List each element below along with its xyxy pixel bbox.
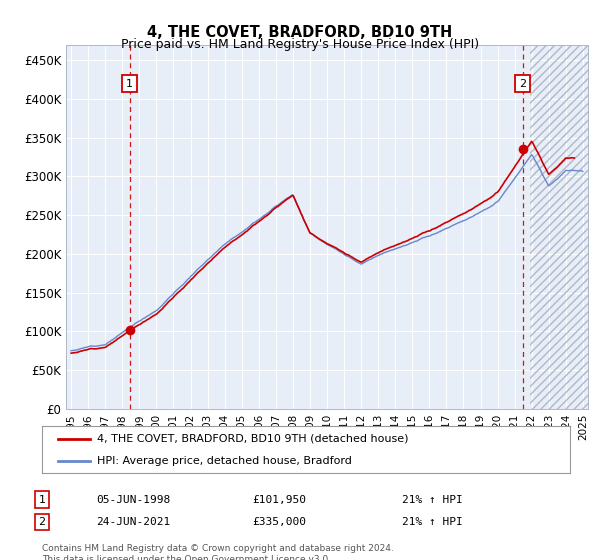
Text: 21% ↑ HPI: 21% ↑ HPI bbox=[402, 494, 463, 505]
Text: 2: 2 bbox=[38, 517, 46, 527]
Text: 21% ↑ HPI: 21% ↑ HPI bbox=[402, 517, 463, 527]
Text: 4, THE COVET, BRADFORD, BD10 9TH (detached house): 4, THE COVET, BRADFORD, BD10 9TH (detach… bbox=[97, 434, 409, 444]
Text: 4, THE COVET, BRADFORD, BD10 9TH: 4, THE COVET, BRADFORD, BD10 9TH bbox=[148, 25, 452, 40]
Text: Price paid vs. HM Land Registry's House Price Index (HPI): Price paid vs. HM Land Registry's House … bbox=[121, 38, 479, 50]
Text: 05-JUN-1998: 05-JUN-1998 bbox=[96, 494, 170, 505]
Text: 1: 1 bbox=[126, 78, 133, 88]
Text: 24-JUN-2021: 24-JUN-2021 bbox=[96, 517, 170, 527]
Text: 2: 2 bbox=[519, 78, 526, 88]
Text: 1: 1 bbox=[38, 494, 46, 505]
Text: £101,950: £101,950 bbox=[252, 494, 306, 505]
Text: Contains HM Land Registry data © Crown copyright and database right 2024.
This d: Contains HM Land Registry data © Crown c… bbox=[42, 544, 394, 560]
Text: £335,000: £335,000 bbox=[252, 517, 306, 527]
Text: HPI: Average price, detached house, Bradford: HPI: Average price, detached house, Brad… bbox=[97, 456, 352, 466]
